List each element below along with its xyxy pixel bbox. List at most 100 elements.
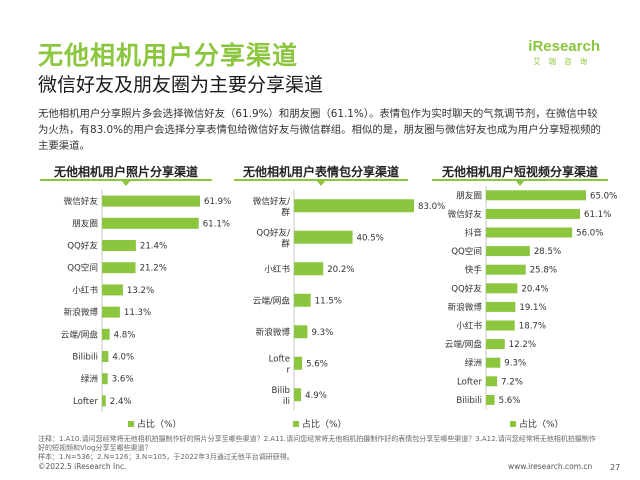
bar-11 <box>486 376 498 387</box>
chart-1-title: 无他相机用户照片分享渠道 <box>53 165 198 179</box>
chart-2-title-bar: 无他相机用户表情包分享渠道 <box>234 163 408 186</box>
bar-6 <box>486 283 518 294</box>
iresearch-logo: iResearch 艾瑞咨询 <box>528 38 600 67</box>
page-number: 27 <box>610 463 621 472</box>
page-subtitle: 微信好友及朋友圈为主要分享渠道 <box>38 74 324 96</box>
bar-4 <box>294 293 311 307</box>
category-label-11: Lofter <box>457 377 482 387</box>
bar-7 <box>294 388 302 402</box>
bar-7 <box>102 328 110 340</box>
value-label-1: 83.0% <box>418 202 445 212</box>
bar-2 <box>102 217 199 229</box>
chart-3-title-notch <box>515 180 525 186</box>
logo-subtext: 艾瑞咨询 <box>533 57 596 66</box>
value-label-3: 20.2% <box>327 265 354 275</box>
bar-7 <box>486 301 516 312</box>
bar-1 <box>102 195 200 207</box>
bar-8 <box>486 320 515 331</box>
category-label-3: 小红书 <box>264 263 290 275</box>
category-label-3: QQ好友 <box>67 240 98 252</box>
value-label-4: 21.2% <box>140 264 167 274</box>
bar-5 <box>102 284 123 296</box>
legend-swatch <box>293 421 299 427</box>
chart-2-title-notch <box>316 180 326 186</box>
chart-1-photo-share: 微信好友 61.9% 朋友圈 61.1% QQ好友 21.4% QQ空间 21.2% 小红书 13… <box>61 190 231 412</box>
category-label-6: QQ好友 <box>451 282 482 294</box>
category-label-4: QQ空间 <box>451 245 482 257</box>
value-label-4: 28.5% <box>534 247 561 257</box>
legend-swatch <box>128 421 134 427</box>
intro-paragraph: 无他相机用户分享照片多会选择微信好友（61.9%）和朋友圈（61.1%）。表情包… <box>38 108 601 152</box>
chart-1-legend: 占比（%） <box>128 417 182 430</box>
page-title: 无他相机用户分享渠道 <box>38 41 299 70</box>
category-label-1: 朋友圈 <box>456 189 482 201</box>
chart-3-video-share: 朋友圈 65.0% 微信好友 61.1% 抖音 56.0% QQ空间 28.5% 快手 25.8%… <box>445 186 617 410</box>
chart-2-title: 无他相机用户表情包分享渠道 <box>242 165 399 179</box>
value-label-1: 61.9% <box>204 197 231 207</box>
value-label-7: 4.9% <box>305 391 327 401</box>
category-label-1: 微信好友 <box>64 195 99 207</box>
value-label-7: 4.8% <box>114 330 136 340</box>
bar-9 <box>486 339 505 350</box>
value-label-7: 19.1% <box>519 303 546 313</box>
category-label-7: 云端/网盘 <box>61 328 99 340</box>
value-label-8: 18.7% <box>519 322 546 332</box>
category-label-6: 新浪微博 <box>64 306 99 318</box>
footnote-line-1: 注释：1.A10.请问您经常将无他相机拍摄制作好的照片分享至哪些渠道？2.A11… <box>38 435 596 443</box>
bar-10 <box>486 357 501 368</box>
value-label-6: 20.4% <box>521 284 548 294</box>
bar-5 <box>294 325 308 339</box>
value-label-5: 9.3% <box>311 328 333 338</box>
chart-3-title-bar: 无他相机用户短视频分享渠道 <box>432 163 608 186</box>
value-label-10: 9.3% <box>504 359 526 369</box>
chart-3-legend: 占比（%） <box>510 417 564 430</box>
value-label-2: 40.5% <box>357 233 384 243</box>
category-label-6: Lofte r <box>269 354 291 375</box>
legend-label: 占比（%） <box>302 420 347 430</box>
chart-2-sticker-share: 微信好友/群 83.0% QQ好友/群 40.5% 小红书 20.2% 云端/网盘 11.5%… <box>253 190 445 411</box>
bar-5 <box>486 264 526 275</box>
bar-1 <box>486 190 586 201</box>
category-label-7: Bilib ili <box>271 386 290 407</box>
value-label-3: 56.0% <box>576 229 603 239</box>
bar-2 <box>294 230 353 244</box>
bar-1 <box>294 199 414 213</box>
value-label-6: 5.6% <box>306 359 328 369</box>
bar-12 <box>486 394 495 405</box>
category-label-12: Bilibili <box>456 396 482 406</box>
copyright: ©2022.5 iResearch Inc. <box>38 462 127 471</box>
value-label-12: 5.6% <box>499 396 521 406</box>
value-label-8: 4.0% <box>112 353 134 363</box>
chart-1-title-bar: 无他相机用户照片分享渠道 <box>40 163 212 186</box>
category-label-9: 云端/网盘 <box>445 338 483 350</box>
category-label-3: 抖音 <box>465 227 483 239</box>
category-label-8: Bilibili <box>72 353 98 363</box>
category-label-2: 朋友圈 <box>72 217 98 229</box>
category-label-4: QQ空间 <box>67 262 98 274</box>
site-url: www.iresearch.com.cn <box>508 462 593 471</box>
chart-2-legend: 占比（%） <box>293 417 347 430</box>
chart-3-title: 无他相机用户短视频分享渠道 <box>441 165 598 179</box>
category-label-8: 小红书 <box>456 320 482 332</box>
category-label-2: 微信好友 <box>448 208 483 220</box>
category-label-4: 云端/网盘 <box>253 294 291 306</box>
value-label-2: 61.1% <box>203 219 230 229</box>
category-label-2: QQ好友/群 <box>256 226 290 249</box>
category-label-10: 绿洲 <box>465 357 482 369</box>
bar-6 <box>102 306 120 318</box>
value-label-10: 2.4% <box>110 397 132 407</box>
value-label-2: 61.1% <box>584 210 611 220</box>
footnote-line-3: 样本：1.N=536；2.N=126；3.N=105，于2022年3月通过无他平… <box>38 453 294 461</box>
category-label-5: 小红书 <box>72 284 98 296</box>
footnote: 注释：1.A10.请问您经常将无他相机拍摄制作好的照片分享至哪些渠道？2.A11… <box>38 435 618 462</box>
value-label-3: 21.4% <box>140 242 167 252</box>
bar-2 <box>486 208 580 219</box>
bar-3 <box>486 227 573 238</box>
legend-swatch <box>510 421 516 427</box>
legend-label: 占比（%） <box>519 420 564 430</box>
value-label-11: 7.2% <box>501 377 523 387</box>
category-label-9: 绿洲 <box>81 373 98 385</box>
category-label-7: 新浪微博 <box>448 301 483 313</box>
chart-1-title-notch <box>121 180 131 186</box>
value-label-6: 11.3% <box>124 308 151 318</box>
